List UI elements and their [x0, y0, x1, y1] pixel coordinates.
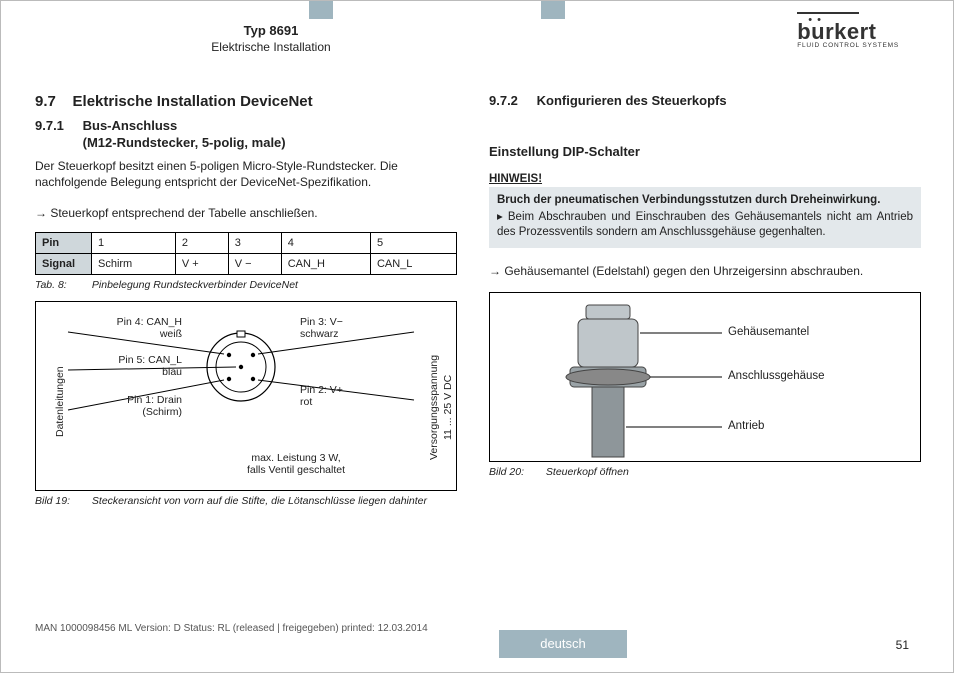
row-header: Pin	[36, 233, 92, 254]
dip-heading: Einstellung DIP-Schalter	[489, 144, 921, 159]
pin3-label: Pin 3: V− schwarz	[300, 316, 343, 340]
subsection-num-r: 9.7.2	[489, 93, 533, 110]
content-columns: 9.7 Elektrische Installation DeviceNet 9…	[35, 93, 921, 613]
cell: V −	[228, 254, 281, 275]
instruction-arrow-r: Gehäusemantel (Edelstahl) gegen den Uhrz…	[489, 264, 921, 278]
cell: 1	[92, 233, 176, 254]
notice-bullet: Beim Abschrauben und Einschrauben des Ge…	[497, 210, 913, 240]
device-figure: Gehäusemantel Anschlussgehäuse Antrieb	[489, 292, 921, 462]
page-header: Typ 8691 Elektrische Installation • • bu…	[1, 17, 954, 71]
figure-caption-19: Bild 19: Steckeransicht von vorn auf die…	[35, 495, 457, 509]
notice-bold: Bruch der pneumatischen Verbindungsstutz…	[497, 193, 913, 208]
cell: Schirm	[92, 254, 176, 275]
fig-cap-label-r: Bild 20:	[489, 466, 543, 480]
right-column: 9.7.2 Konfigurieren des Steuerkopfs Eins…	[489, 93, 921, 613]
pin1-label: Pin 1: Drain (Schirm)	[72, 394, 182, 418]
subsection-title-l2: (M12-Rundstecker, 5-polig, male)	[83, 135, 286, 150]
logo-umlaut: • •	[808, 14, 822, 26]
subsection-title-r: Konfigurieren des Steuerkopfs	[537, 93, 727, 108]
header-text: Typ 8691 Elektrische Installation	[151, 23, 391, 54]
table-row: Signal Schirm V + V − CAN_H CAN_L	[36, 254, 457, 275]
cell: 2	[175, 233, 228, 254]
device-label-1: Gehäusemantel	[728, 326, 809, 338]
cell: CAN_L	[370, 254, 456, 275]
fig-cap-label: Bild 19:	[35, 495, 89, 509]
page: Typ 8691 Elektrische Installation • • bu…	[0, 0, 954, 673]
left-column: 9.7 Elektrische Installation DeviceNet 9…	[35, 93, 457, 613]
notice-box: Bruch der pneumatischen Verbindungsstutz…	[489, 187, 921, 248]
cell: 3	[228, 233, 281, 254]
cell: V +	[175, 254, 228, 275]
row-header: Signal	[36, 254, 92, 275]
section-title: Elektrische Installation DeviceNet	[73, 93, 313, 110]
cell: 5	[370, 233, 456, 254]
notice-label: HINWEIS!	[489, 173, 921, 185]
section-heading: 9.7 Elektrische Installation DeviceNet	[35, 93, 457, 110]
page-number: 51	[896, 638, 909, 652]
paragraph-intro: Der Steuerkopf besitzt einen 5-poligen M…	[35, 158, 457, 190]
pin2-label: Pin 2: V+ rot	[300, 384, 343, 408]
subsection-heading-r: 9.7.2 Konfigurieren des Steuerkopfs	[489, 93, 921, 110]
connector-figure: Datenleitungen Versorgungsspannung 11 ..…	[35, 301, 457, 491]
subsection-num: 9.7.1	[35, 118, 79, 135]
device-label-3: Antrieb	[728, 420, 764, 432]
table-caption-label: Tab. 8:	[35, 279, 89, 291]
header-type: Typ 8691	[151, 23, 391, 38]
cell: CAN_H	[281, 254, 370, 275]
instruction-arrow: Steuerkopf entsprechend der Tabelle ansc…	[35, 206, 457, 220]
pin5-label: Pin 5: CAN_L blau	[72, 354, 182, 378]
brand-logo: • • burkert FLUID CONTROL SYSTEMS	[797, 19, 899, 49]
cell: 4	[281, 233, 370, 254]
device-label-2: Anschlussgehäuse	[728, 370, 825, 382]
fig-cap-text: Steckeransicht von vorn auf die Stifte, …	[92, 495, 452, 509]
fig-bottom-note: max. Leistung 3 W, falls Ventil geschalt…	[216, 452, 376, 476]
logo-subtitle: FLUID CONTROL SYSTEMS	[797, 42, 899, 49]
device-icon	[490, 293, 920, 463]
fig-cap-text-r: Steuerkopf öffnen	[546, 466, 629, 478]
header-subtitle: Elektrische Installation	[151, 40, 391, 54]
footer-language: deutsch	[499, 630, 627, 658]
footer-metadata: MAN 1000098456 ML Version: D Status: RL …	[35, 623, 428, 634]
logo-line	[797, 12, 859, 14]
pin4-label: Pin 4: CAN_H weiß	[72, 316, 182, 340]
subsection-title-l1: Bus-Anschluss	[83, 118, 178, 133]
subsection-heading: 9.7.1 Bus-Anschluss (M12-Rundstecker, 5-…	[35, 118, 457, 152]
figure-caption-20: Bild 20: Steuerkopf öffnen	[489, 466, 921, 480]
table-caption: Tab. 8: Pinbelegung Rundsteckverbinder D…	[35, 279, 457, 291]
section-num: 9.7	[35, 93, 56, 110]
table-row: Pin 1 2 3 4 5	[36, 233, 457, 254]
pin-table: Pin 1 2 3 4 5 Signal Schirm V + V − CAN_…	[35, 232, 457, 275]
table-caption-text: Pinbelegung Rundsteckverbinder DeviceNet	[92, 279, 298, 291]
